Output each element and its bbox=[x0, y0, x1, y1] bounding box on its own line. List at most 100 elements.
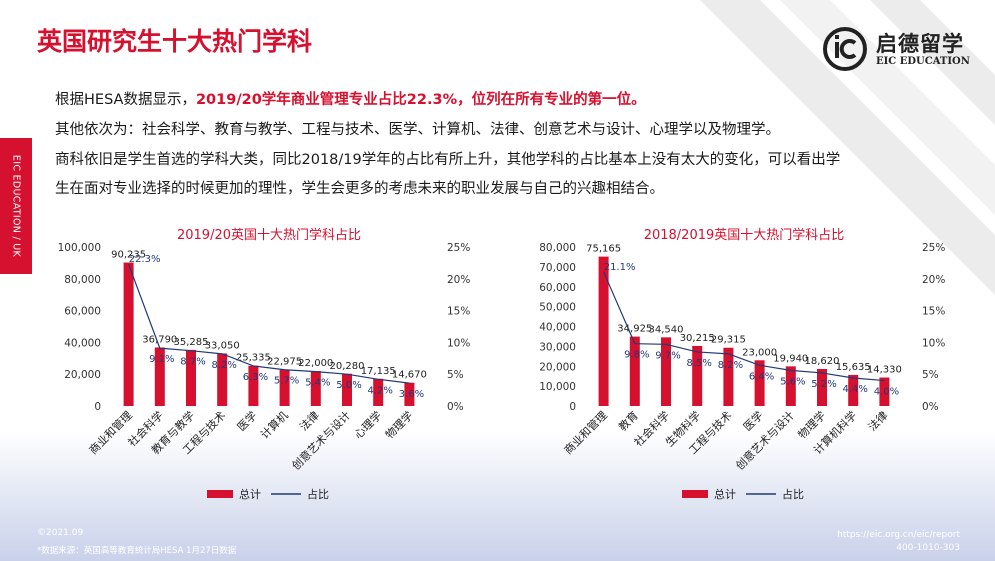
chart-2019-20: 2019/20英国十大热门学科占比 0 20,000 40,000 60,000 80,0… bbox=[55, 225, 475, 515]
line-data-label: 4.2% bbox=[367, 385, 392, 396]
y-left-tick-label: 20,000 bbox=[539, 361, 576, 373]
line-data-label: 22.3% bbox=[129, 254, 161, 265]
y-right-tick-label: 5% bbox=[922, 369, 939, 381]
y-right-tick-label: 15% bbox=[922, 306, 945, 318]
category-label: 物理学 bbox=[382, 408, 415, 441]
legend-bar-swatch bbox=[207, 490, 233, 498]
bar-data-label: 34,540 bbox=[649, 324, 684, 335]
y-left-tick-label: 50,000 bbox=[539, 302, 576, 314]
line-data-label: 5.7% bbox=[274, 376, 299, 387]
category-label: 商业和管理 bbox=[561, 408, 610, 457]
eic-logo: 启德留学 EIC EDUCATION bbox=[822, 26, 972, 72]
y-left-tick-label: 0 bbox=[94, 401, 101, 413]
intro-line-2: 其他依次为：社会科学、教育与教学、工程与技术、医学、计算机、法律、创意艺术与设计… bbox=[55, 122, 780, 138]
intro-line-1: 根据HESA数据显示，2019/20学年商业管理专业占比22.3%，位列在所有专… bbox=[55, 88, 646, 109]
y-right-tick-label: 20% bbox=[447, 274, 470, 286]
legend-bar-label: 总计 bbox=[714, 487, 736, 501]
y-left-tick-label: 40,000 bbox=[64, 337, 101, 349]
line-data-label: 8.5% bbox=[686, 358, 711, 369]
bar-data-label: 17,135 bbox=[361, 366, 396, 377]
logo-text-en: EIC EDUCATION bbox=[876, 56, 970, 67]
legend-bar-swatch bbox=[682, 490, 708, 498]
y-right-tick-label: 5% bbox=[447, 369, 464, 381]
legend-line-label: 占比 bbox=[307, 487, 329, 501]
chart-bar bbox=[817, 368, 827, 406]
y-right-tick-label: 25% bbox=[447, 242, 470, 254]
y-right-tick-label: 25% bbox=[922, 242, 945, 254]
y-left-tick-label: 100,000 bbox=[58, 242, 101, 254]
chart-bar bbox=[186, 349, 196, 406]
chart-title: 2019/20英国十大热门学科占比 bbox=[177, 227, 361, 243]
bar-data-label: 36,790 bbox=[142, 335, 177, 346]
legend-bar-label: 总计 bbox=[239, 487, 261, 501]
line-data-label: 4.0% bbox=[874, 387, 899, 398]
chart-bar bbox=[279, 369, 290, 406]
bar-data-label: 14,330 bbox=[867, 365, 902, 376]
y-right-tick-label: 20% bbox=[922, 274, 945, 286]
category-label: 心理学 bbox=[351, 408, 384, 441]
bar-data-label: 35,285 bbox=[174, 337, 209, 348]
y-right-tick-label: 15% bbox=[447, 306, 470, 318]
chart-bar bbox=[661, 337, 671, 406]
bar-data-label: 30,215 bbox=[680, 333, 715, 344]
y-left-tick-label: 80,000 bbox=[539, 242, 576, 254]
y-right-tick-label: 0% bbox=[447, 401, 464, 413]
line-data-label: 4.4% bbox=[842, 384, 867, 395]
bar-data-label: 19,940 bbox=[773, 353, 808, 364]
line-data-label: 3.6% bbox=[399, 389, 424, 400]
intro-line-1-prefix: 根据HESA数据显示， bbox=[55, 92, 196, 108]
bar-data-label: 29,315 bbox=[711, 335, 746, 346]
y-right-tick-label: 10% bbox=[922, 337, 945, 349]
line-data-label: 5.0% bbox=[336, 380, 361, 391]
footer-source: *数据来源：英国高等教育统计局HESA 1月27日数据 bbox=[37, 546, 237, 556]
y-left-tick-label: 40,000 bbox=[539, 322, 576, 334]
eic-logo-icon bbox=[823, 27, 867, 71]
intro-line-4: 生在面对专业选择的时候更加的理性，学生会更多的考虑未来的职业发展与自己的兴趣相结… bbox=[55, 181, 664, 197]
legend-line-label: 占比 bbox=[782, 487, 804, 501]
chart-bar bbox=[248, 365, 259, 406]
y-right-tick-label: 10% bbox=[447, 337, 470, 349]
bar-data-label: 23,000 bbox=[742, 347, 777, 358]
chart-bar bbox=[404, 382, 415, 406]
footer-band bbox=[0, 430, 995, 561]
chart-bar bbox=[342, 373, 352, 406]
line-data-label: 5.2% bbox=[811, 379, 836, 390]
side-tab-label: EIC EDUCATION / UK bbox=[10, 154, 22, 258]
category-label: 教育 bbox=[615, 408, 640, 433]
bar-data-label: 90,235 bbox=[111, 250, 146, 261]
line-data-label: 21.1% bbox=[604, 262, 636, 273]
y-left-tick-label: 0 bbox=[569, 401, 576, 413]
chart-2019-20-svg: 2019/20英国十大热门学科占比 0 20,000 40,000 60,000 80,0… bbox=[58, 227, 471, 501]
y-left-tick-label: 20,000 bbox=[64, 369, 101, 381]
chart-bar bbox=[373, 378, 384, 406]
chart-2018-19-svg: 2018/2019英国十大热门学科占比 0 10,000 20,000 30,000 40… bbox=[539, 227, 945, 501]
bar-data-label: 22,975 bbox=[267, 356, 302, 367]
line-data-label: 8.2% bbox=[211, 360, 236, 371]
y-left-tick-label: 60,000 bbox=[539, 282, 576, 294]
footer-date: ©2021.09 bbox=[37, 528, 84, 538]
bar-data-label: 25,335 bbox=[236, 353, 271, 364]
line-data-label: 9.7% bbox=[655, 350, 680, 361]
chart-bar bbox=[217, 353, 228, 406]
chart-title: 2018/2019英国十大热门学科占比 bbox=[644, 227, 845, 243]
page-title: 英国研究生十大热门学科 bbox=[37, 27, 313, 56]
chart-bar bbox=[879, 377, 890, 406]
line-data-label: 5.6% bbox=[780, 376, 805, 387]
intro-highlight: 2019/20学年商业管理专业占比22.3%，位列在所有专业的第一位。 bbox=[195, 92, 646, 108]
y-left-tick-label: 80,000 bbox=[64, 274, 101, 286]
category-label: 商业和管理 bbox=[86, 408, 135, 457]
bar-data-label: 20,280 bbox=[330, 361, 365, 372]
bar-data-label: 22,000 bbox=[298, 358, 333, 369]
bar-data-label: 75,165 bbox=[586, 244, 621, 255]
y-right-tick-label: 0% bbox=[922, 401, 939, 413]
line-data-label: 8.7% bbox=[180, 357, 205, 368]
footer-url[interactable]: https://eic.org.cn/eic/report bbox=[837, 530, 960, 540]
percent-line bbox=[128, 263, 410, 384]
side-tab: EIC EDUCATION / UK bbox=[0, 138, 32, 274]
chart-bar bbox=[123, 262, 134, 406]
category-label: 医学 bbox=[234, 408, 259, 433]
y-left-tick-label: 10,000 bbox=[539, 381, 576, 393]
category-label: 医学 bbox=[740, 408, 765, 433]
bar-data-label: 34,925 bbox=[617, 324, 652, 335]
chart-bar bbox=[629, 336, 640, 406]
